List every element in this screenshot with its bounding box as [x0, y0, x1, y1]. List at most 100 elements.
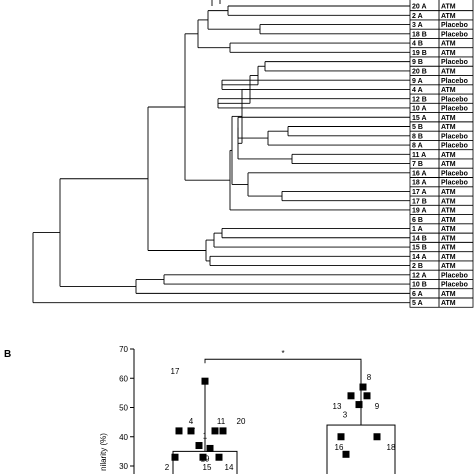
leaf-group-label: ATM — [441, 263, 456, 270]
leaf-sample-label: 2 B — [412, 263, 423, 270]
data-point — [363, 392, 371, 400]
leaf-sample-label: 1 A — [412, 226, 423, 233]
significance-bracket — [204, 358, 362, 364]
leaf-group-label: Placebo — [441, 143, 468, 150]
leaf-sample-label: 17 B — [412, 198, 427, 205]
leaf-sample-label: 18 B — [412, 31, 427, 38]
point-label: 18 — [387, 443, 396, 452]
data-point — [219, 427, 227, 435]
point-label: 9 — [375, 402, 380, 411]
leaf-sample-label: 7 B — [412, 161, 423, 168]
leaf-group-label: ATM — [441, 226, 456, 233]
data-point — [215, 453, 223, 461]
leaf-sample-label: 12 B — [412, 96, 427, 103]
point-label: 17 — [171, 367, 180, 376]
leaf-group-label: Placebo — [441, 78, 468, 85]
leaf-sample-label: 2 A — [412, 13, 423, 20]
leaf-sample-label: 5 A — [412, 300, 423, 307]
point-label: 7 — [191, 427, 196, 436]
leaf-sample-label: 12 A — [412, 272, 427, 279]
leaf-group-label: ATM — [441, 161, 456, 168]
point-label: 16 — [335, 443, 344, 452]
leaf-sample-label: 4 A — [412, 87, 423, 94]
data-point — [206, 444, 214, 452]
leaf-group-label: ATM — [441, 4, 456, 11]
data-point — [347, 392, 355, 400]
leaf-sample-label: 9 A — [412, 78, 423, 85]
group-2: 8 13 9 3 16 18 — [326, 360, 396, 474]
data-point — [355, 401, 363, 409]
leaf-group-label: ATM — [441, 87, 456, 94]
point-label: 15 — [203, 463, 212, 472]
point-label: 2 — [165, 463, 170, 472]
point-label: 4 — [189, 417, 194, 426]
y-tick-label: 60 — [119, 374, 128, 383]
data-point — [337, 433, 345, 441]
leaf-group-label: Placebo — [441, 31, 468, 38]
leaf-sample-label: 5 B — [412, 124, 423, 131]
point-label: 20 — [237, 417, 246, 426]
leaf-group-label: ATM — [441, 189, 456, 196]
y-axis-label: nilarity (%) — [99, 433, 108, 471]
leaf-sample-label: 14 A — [412, 254, 427, 261]
leaf-sample-label: 15 A — [412, 115, 427, 122]
leaf-sample-label: 9 B — [412, 59, 423, 66]
leaf-group-label: ATM — [441, 115, 456, 122]
leaf-group-label: ATM — [441, 50, 456, 57]
group-1: 1747111201921514 — [165, 367, 246, 474]
leaf-sample-label: 19 B — [412, 50, 427, 57]
leaf-group-label: ATM — [441, 235, 456, 242]
data-point — [201, 377, 209, 385]
leaf-sample-label: 20 A — [412, 4, 427, 11]
leaf-sample-label: 14 B — [412, 235, 427, 242]
y-tick-label: 40 — [119, 433, 128, 442]
dendrogram: 20 A ATM 2 A ATM 3 A Placebo 18 B Placebo 4 B ATM… — [32, 0, 474, 308]
point-label: 13 — [333, 402, 342, 411]
y-tick-label: 30 — [119, 462, 128, 471]
leaf-group-label: ATM — [441, 41, 456, 48]
data-point — [342, 450, 350, 458]
leaf-group-label: ATM — [441, 217, 456, 224]
leaf-sample-label: 20 B — [412, 68, 427, 75]
point-label: 14 — [225, 463, 234, 472]
leaf-sample-label: 18 A — [412, 180, 427, 187]
data-point — [175, 427, 183, 435]
leaf-group-label: Placebo — [441, 170, 468, 177]
panel-b-label: B — [4, 349, 11, 360]
leaf-group-label: ATM — [441, 198, 456, 205]
point-label: 8 — [367, 373, 372, 382]
data-point — [187, 427, 195, 435]
leaf-group-label: Placebo — [441, 282, 468, 289]
point-label: 1 — [203, 432, 208, 441]
data-point — [359, 383, 367, 391]
point-label: 11 — [217, 417, 226, 426]
data-point — [373, 433, 381, 441]
leaf-sample-label: 19 A — [412, 208, 427, 215]
data-point — [171, 453, 179, 461]
leaf-sample-label: 15 B — [412, 245, 427, 252]
leaf-sample-label: 17 A — [412, 189, 427, 196]
leaf-group-label: Placebo — [441, 22, 468, 29]
leaf-sample-label: 6 A — [412, 291, 423, 298]
leaf-group-label: Placebo — [441, 272, 468, 279]
leaf-sample-label: 3 A — [412, 22, 423, 29]
leaf-group-label: ATM — [441, 245, 456, 252]
point-label: 3 — [343, 411, 348, 420]
leaf-group-label: Placebo — [441, 59, 468, 66]
data-point — [211, 427, 219, 435]
data-point — [195, 442, 203, 450]
leaf-sample-label: 8 B — [412, 133, 423, 140]
leaf-sample-label: 4 B — [412, 41, 423, 48]
leaf-sample-label: 10 B — [412, 282, 427, 289]
leaf-group-label: ATM — [441, 152, 456, 159]
leaf-group-label: Placebo — [441, 133, 468, 140]
leaf-sample-label: 16 A — [412, 170, 427, 177]
leaf-group-label: Placebo — [441, 96, 468, 103]
y-tick-label: 50 — [119, 404, 128, 413]
leaf-group-label: ATM — [441, 208, 456, 215]
data-point — [199, 453, 207, 461]
leaf-group-label: ATM — [441, 68, 456, 75]
leaf-sample-label: 8 A — [412, 143, 423, 150]
